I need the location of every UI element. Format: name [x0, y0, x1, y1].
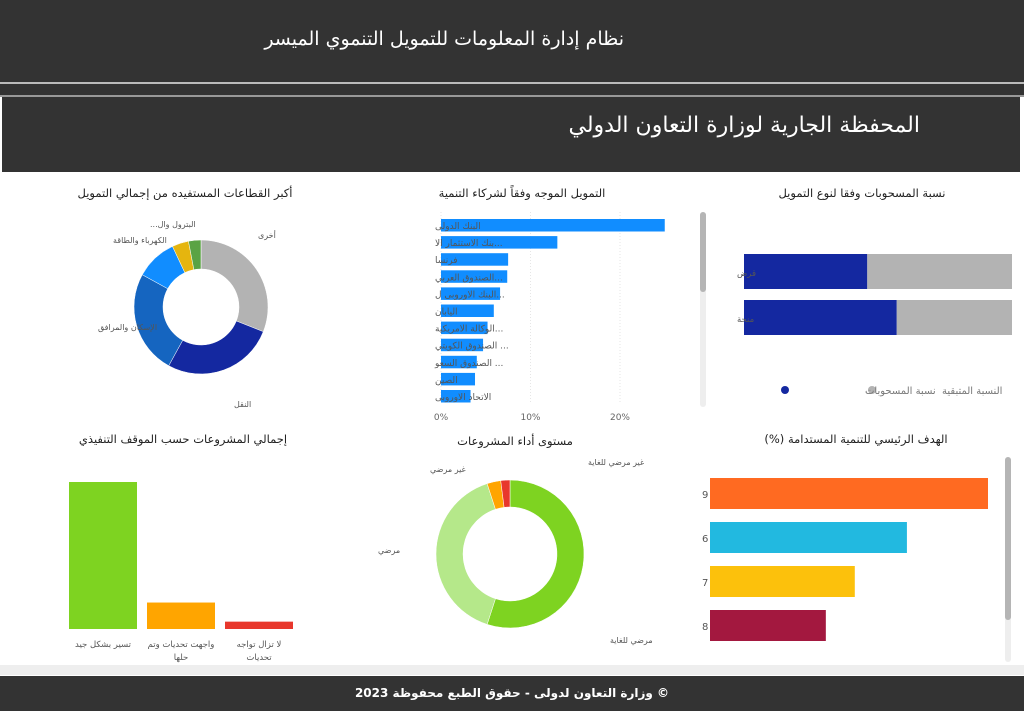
- category-label: ...بنك الاستثمار الا: [435, 239, 503, 249]
- category-label: ... الصندوق السعو: [434, 359, 503, 369]
- category-label: ...البنك الاوروبى ل: [435, 290, 505, 300]
- slice-label: غير مرضي: [430, 465, 466, 474]
- category-label: قرض: [737, 269, 756, 279]
- category-label: واجهت تحديات وتم: [148, 640, 215, 650]
- bar: [441, 372, 476, 386]
- category-label: منحة: [737, 315, 754, 325]
- category-label: الصين: [435, 376, 458, 386]
- category-label: الاتحاد الاوروبى: [435, 393, 491, 403]
- bar: [441, 338, 484, 352]
- bar: [441, 355, 477, 369]
- chart-title-sdg: الهدف الرئيسي للتنمية المستدامة (%): [764, 432, 948, 446]
- bar: [441, 321, 488, 335]
- category-label: ...الوكالة الامريكية: [435, 325, 503, 335]
- slice-label: أخرى: [258, 230, 276, 240]
- scrollbar-thumb[interactable]: [1005, 457, 1011, 620]
- category-label: 7: [702, 578, 708, 589]
- chart-title-withdrawals: نسبة المسحوبات وفقا لنوع التمويل: [778, 186, 946, 200]
- bar: [441, 219, 665, 232]
- scrollbar-track[interactable]: [700, 212, 706, 407]
- bar: [710, 566, 855, 597]
- divider: [0, 82, 1024, 84]
- bar-segment: [867, 254, 1012, 289]
- category-label: اليابان: [435, 308, 458, 318]
- category-label: ...الصندوق العربي: [435, 273, 503, 283]
- donut-slice: [435, 483, 496, 625]
- divider: [0, 95, 1024, 97]
- bar: [441, 253, 509, 266]
- slice-label: الإسكان والمرافق: [98, 323, 157, 333]
- page-title: المحفظة الجارية لوزارة التعاون الدولي: [568, 113, 920, 138]
- bar: [225, 621, 293, 629]
- x-tick-label: 20%: [610, 413, 630, 423]
- category-label: تحديات: [246, 653, 272, 663]
- chart-title-status: إجمالي المشروعات حسب الموقف التنفيذي: [78, 432, 288, 446]
- slice-label: غير مرضي للغاية: [588, 458, 644, 467]
- chart-title-sectors: أكبر القطاعات المستفيده من إجمالي التموي…: [77, 186, 293, 200]
- bar: [147, 602, 215, 629]
- app-header: نظام إدارة المعلومات للتمويل التنموي الم…: [0, 0, 1024, 82]
- bar-segment: [896, 300, 1012, 335]
- donut-slice: [133, 274, 184, 367]
- bar: [441, 287, 501, 300]
- category-label: لا تزال تواجه: [237, 640, 282, 650]
- copyright-text: © وزارة التعاون لدولى - حقوق الطبع محفوظ…: [354, 686, 670, 700]
- donut-slice: [168, 320, 264, 375]
- bar: [441, 390, 471, 403]
- category-label: البنك الدولى: [435, 222, 481, 232]
- donut-slice: [486, 479, 585, 629]
- x-tick-label: 10%: [520, 413, 540, 423]
- bar: [441, 304, 494, 317]
- slice-label: الكهرباء والطاقة: [113, 236, 167, 245]
- bar-segment: [744, 254, 868, 289]
- legend-marker: [868, 386, 876, 394]
- chart-title-partners: التمويل الموجه وفقاً لشركاء التنمية: [438, 186, 606, 200]
- donut-slice: [188, 239, 202, 270]
- category-label: ... الصندوق الكويتي: [435, 342, 509, 352]
- bar: [710, 522, 907, 553]
- category-label: 8: [702, 622, 708, 633]
- bar: [441, 270, 508, 283]
- slice-label: مرضي: [378, 546, 400, 555]
- system-title: نظام إدارة المعلومات للتمويل التنموي الم…: [264, 28, 624, 50]
- legend-label: نسبة المسحوبات: [865, 386, 936, 397]
- category-label: تسير بشكل جيد: [75, 640, 132, 650]
- x-tick-label: 0%: [434, 413, 449, 423]
- slice-label: البترول وال...: [150, 220, 196, 229]
- page-banner: المحفظة الجارية لوزارة التعاون الدولي: [2, 97, 1020, 172]
- category-label: فرنسا: [435, 256, 458, 266]
- bar: [441, 236, 558, 249]
- category-label: حلها: [174, 653, 189, 663]
- donut-slice: [500, 479, 511, 508]
- footer: © وزارة التعاون لدولى - حقوق الطبع محفوظ…: [0, 676, 1024, 711]
- chart-title-performance: مستوى أداء المشروعات: [457, 434, 573, 448]
- category-label: 6: [702, 534, 708, 545]
- bar: [710, 478, 988, 509]
- slice-label: مرضي للغاية: [610, 636, 653, 645]
- bar-segment: [744, 300, 897, 335]
- bar: [710, 610, 826, 641]
- bar: [69, 482, 137, 629]
- scrollbar-thumb[interactable]: [700, 212, 706, 292]
- divider: [0, 665, 1024, 675]
- legend-label: النسبة المتبقية: [942, 386, 1002, 397]
- slice-label: النقل: [234, 400, 251, 409]
- category-label: 9: [702, 490, 708, 501]
- header-gap: [0, 84, 1024, 96]
- legend-marker: [781, 386, 789, 394]
- donut-slice: [200, 239, 269, 332]
